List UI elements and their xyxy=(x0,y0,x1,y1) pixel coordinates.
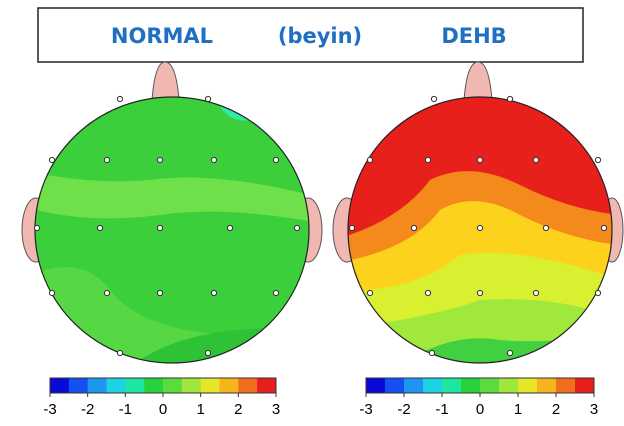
colorbar-segment xyxy=(423,378,443,393)
colorbar-tick-label: -3 xyxy=(359,401,372,418)
electrode xyxy=(429,350,434,355)
electrode xyxy=(367,157,372,162)
header-right: DEHB xyxy=(441,24,506,48)
electrode xyxy=(431,96,436,101)
colorbar-tick-label: 1 xyxy=(514,401,522,418)
colorbar-segment xyxy=(499,378,519,393)
header-left: NORMAL xyxy=(111,24,213,48)
electrode xyxy=(273,290,278,295)
header-middle: (beyin) xyxy=(278,24,362,48)
colorbar-segment xyxy=(107,378,126,393)
head-normal xyxy=(20,62,330,380)
electrode xyxy=(97,225,102,230)
colorbar-tick-label: -2 xyxy=(397,401,410,418)
electrode xyxy=(294,225,299,230)
colorbar-tick-label: 2 xyxy=(552,401,560,418)
electrode xyxy=(349,225,354,230)
electrode xyxy=(411,225,416,230)
colorbar-segment xyxy=(50,378,69,393)
electrode xyxy=(205,96,210,101)
electrode xyxy=(157,157,162,162)
electrode xyxy=(425,157,430,162)
electrode xyxy=(477,225,482,230)
electrode xyxy=(595,290,600,295)
colorbar-segment xyxy=(404,378,424,393)
electrode xyxy=(477,157,482,162)
electrode xyxy=(367,290,372,295)
electrode xyxy=(34,225,39,230)
electrode xyxy=(507,350,512,355)
colorbar-segment xyxy=(461,378,481,393)
electrode xyxy=(507,96,512,101)
colorbar-segment xyxy=(575,378,595,393)
head-dehb xyxy=(333,62,624,400)
colorbar-segment xyxy=(442,378,462,393)
electrode xyxy=(595,157,600,162)
electrode xyxy=(533,157,538,162)
electrode xyxy=(205,350,210,355)
colorbar-segment xyxy=(537,378,557,393)
colorbar-segment xyxy=(366,378,386,393)
colorbar-tick-label: -1 xyxy=(435,401,448,418)
electrode xyxy=(104,290,109,295)
figure: NORMAL (beyin) DEHB -3-2-10123-3-2- xyxy=(0,0,624,426)
colorbar-tick-label: 2 xyxy=(234,401,242,418)
colorbar-tick-label: 1 xyxy=(196,401,204,418)
colorbar-segment xyxy=(201,378,220,393)
colorbar-tick-label: 3 xyxy=(590,401,598,418)
colorbar-segment xyxy=(144,378,163,393)
colorbar-segment xyxy=(257,378,276,393)
colorbar-tick-label: 0 xyxy=(476,401,484,418)
electrode xyxy=(227,225,232,230)
electrode xyxy=(49,157,54,162)
colorbar-segment xyxy=(182,378,201,393)
colorbar-segment xyxy=(88,378,107,393)
colorbar-segment xyxy=(125,378,144,393)
electrode xyxy=(543,225,548,230)
electrode xyxy=(533,290,538,295)
colorbar-tick-label: 3 xyxy=(272,401,280,418)
colorbar-segment xyxy=(220,378,239,393)
colorbar-segment xyxy=(163,378,182,393)
colorbar-segment xyxy=(518,378,538,393)
colorbar-tick-label: -3 xyxy=(43,401,56,418)
electrode xyxy=(477,290,482,295)
electrode xyxy=(273,157,278,162)
colorbar-segment xyxy=(69,378,88,393)
colorbar-segment xyxy=(238,378,257,393)
colorbar-segment xyxy=(556,378,576,393)
electrode xyxy=(157,290,162,295)
electrode xyxy=(117,96,122,101)
electrode xyxy=(104,157,109,162)
colorbar-segment xyxy=(480,378,500,393)
colorbar-segment xyxy=(385,378,405,393)
colorbar-tick-label: -1 xyxy=(119,401,132,418)
colorbar-tick-label: -2 xyxy=(81,401,94,418)
electrode xyxy=(601,225,606,230)
electrode xyxy=(117,350,122,355)
electrode xyxy=(425,290,430,295)
electrode xyxy=(211,290,216,295)
electrode xyxy=(157,225,162,230)
electrode xyxy=(211,157,216,162)
colorbar-tick-label: 0 xyxy=(159,401,167,418)
electrode xyxy=(49,290,54,295)
